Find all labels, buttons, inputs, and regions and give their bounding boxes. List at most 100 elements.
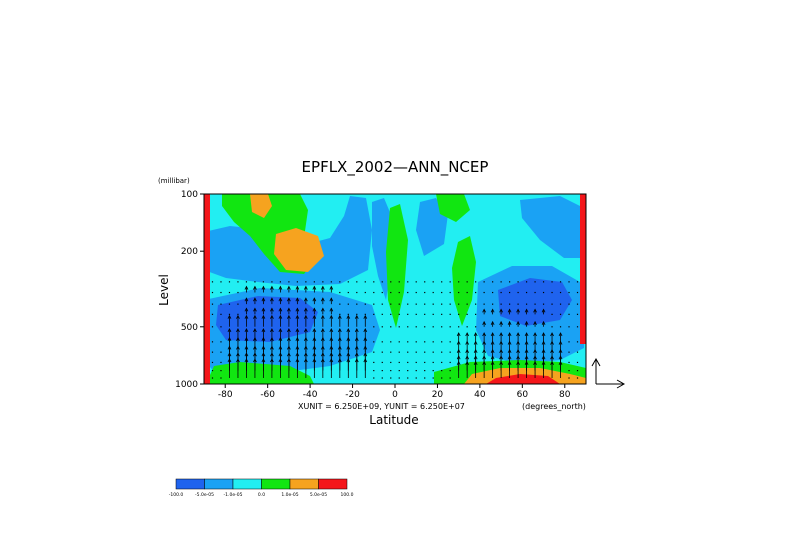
- flux-dot: [390, 303, 392, 305]
- flux-dot: [211, 291, 214, 294]
- flux-arrow-head: [346, 314, 351, 319]
- flux-dot: [509, 291, 511, 294]
- flux-arrow-head: [278, 307, 283, 312]
- flux-dot: [424, 361, 426, 364]
- flux-arrow-head: [499, 332, 503, 337]
- flux-dot: [576, 377, 579, 379]
- x-tick-label: -80: [218, 390, 233, 400]
- y-tick-label: 500: [181, 323, 198, 333]
- flux-dot: [415, 303, 417, 305]
- flux-arrow-head: [490, 308, 495, 313]
- flux-dot: [373, 313, 375, 315]
- flux-arrow-head: [354, 352, 359, 357]
- flux-arrow-head: [465, 355, 470, 360]
- flux-arrow-head: [346, 336, 351, 341]
- flux-dot: [228, 281, 231, 283]
- flux-arrow-head: [304, 328, 308, 333]
- contour-sh-surface-green: [206, 362, 314, 384]
- flux-dot: [568, 326, 570, 328]
- flux-dot: [407, 313, 409, 315]
- flux-arrow-head: [516, 355, 520, 360]
- flux-dot: [517, 303, 519, 305]
- flux-dot: [398, 377, 400, 379]
- flux-dot: [466, 291, 468, 294]
- flux-arrow-head: [363, 358, 368, 363]
- flux-arrow-head: [312, 307, 317, 312]
- flux-dot: [432, 341, 434, 343]
- flux-dot: [373, 303, 375, 305]
- flux-arrow-head: [533, 332, 537, 337]
- flux-dot: [398, 303, 400, 305]
- flux-dot: [381, 351, 383, 353]
- flux-dot: [339, 313, 341, 315]
- flux-arrow-head: [465, 348, 470, 353]
- flux-dot: [237, 303, 239, 305]
- flux-arrow-head: [456, 332, 461, 337]
- flux-dot: [356, 303, 358, 305]
- flux-dot: [271, 281, 273, 283]
- flux-dot: [322, 281, 324, 283]
- flux-arrow-head: [270, 352, 274, 357]
- flux-dot: [542, 281, 545, 283]
- flux-arrow-head: [337, 328, 342, 333]
- flux-dot: [525, 303, 528, 305]
- flux-dot: [458, 326, 460, 328]
- flux-dot: [415, 291, 417, 294]
- flux-arrow-head: [227, 352, 232, 357]
- flux-arrow-head: [524, 348, 529, 353]
- flux-arrow-head: [304, 336, 308, 341]
- y-tick-label: 1000: [175, 380, 198, 390]
- flux-dot: [211, 377, 214, 379]
- flux-dot: [551, 303, 553, 305]
- flux-dot: [568, 369, 570, 372]
- flux-arrow-head: [261, 297, 266, 302]
- flux-dot: [211, 281, 214, 283]
- flux-dot: [407, 303, 409, 305]
- x-tick-label: -20: [345, 390, 360, 400]
- flux-arrow-head: [253, 358, 257, 363]
- flux-dot: [220, 281, 222, 283]
- flux-dot: [568, 377, 570, 379]
- flux-arrow-head: [287, 336, 291, 341]
- flux-arrow-head: [295, 307, 300, 312]
- flux-dot: [390, 313, 392, 315]
- colorbar-swatch: [232, 478, 262, 490]
- flux-dot: [390, 361, 392, 364]
- flux-dot: [339, 281, 341, 283]
- flux-arrow-head: [304, 314, 308, 319]
- flux-dot: [364, 303, 366, 305]
- flux-dot: [534, 303, 536, 305]
- flux-arrow-head: [456, 360, 461, 365]
- flux-dot: [381, 369, 383, 372]
- flux-dot: [551, 313, 553, 315]
- flux-dot: [381, 341, 383, 343]
- flux-arrow-head: [558, 348, 563, 353]
- contour-sh-orange-1: [250, 194, 272, 218]
- flux-dot: [211, 303, 214, 305]
- flux-arrow-head: [261, 358, 266, 363]
- flux-dot: [415, 281, 417, 283]
- flux-arrow-head: [304, 352, 308, 357]
- flux-arrow-head: [337, 358, 342, 363]
- flux-arrow-head: [244, 352, 249, 357]
- flux-arrow-head: [524, 360, 529, 365]
- flux-dot: [398, 361, 400, 364]
- flux-arrow-head: [244, 307, 249, 312]
- contour-nh-green-tongue: [452, 236, 476, 326]
- flux-dot: [475, 313, 477, 315]
- flux-arrow-head: [507, 348, 512, 353]
- flux-dot: [432, 369, 434, 372]
- flux-dot: [347, 281, 349, 283]
- flux-arrow-head: [244, 358, 249, 363]
- y-axis-label: Level: [157, 274, 171, 306]
- flux-arrow-head: [287, 352, 291, 357]
- flux-arrow-head: [550, 332, 554, 337]
- x-tick-label: -40: [303, 390, 318, 400]
- flux-arrow-head: [295, 358, 300, 363]
- contour-left-red-strip: [204, 194, 210, 384]
- flux-dot: [424, 326, 426, 328]
- flux-dot: [330, 281, 332, 283]
- contour-nh-surface-red: [486, 374, 560, 384]
- colorbar-swatch: [175, 478, 205, 490]
